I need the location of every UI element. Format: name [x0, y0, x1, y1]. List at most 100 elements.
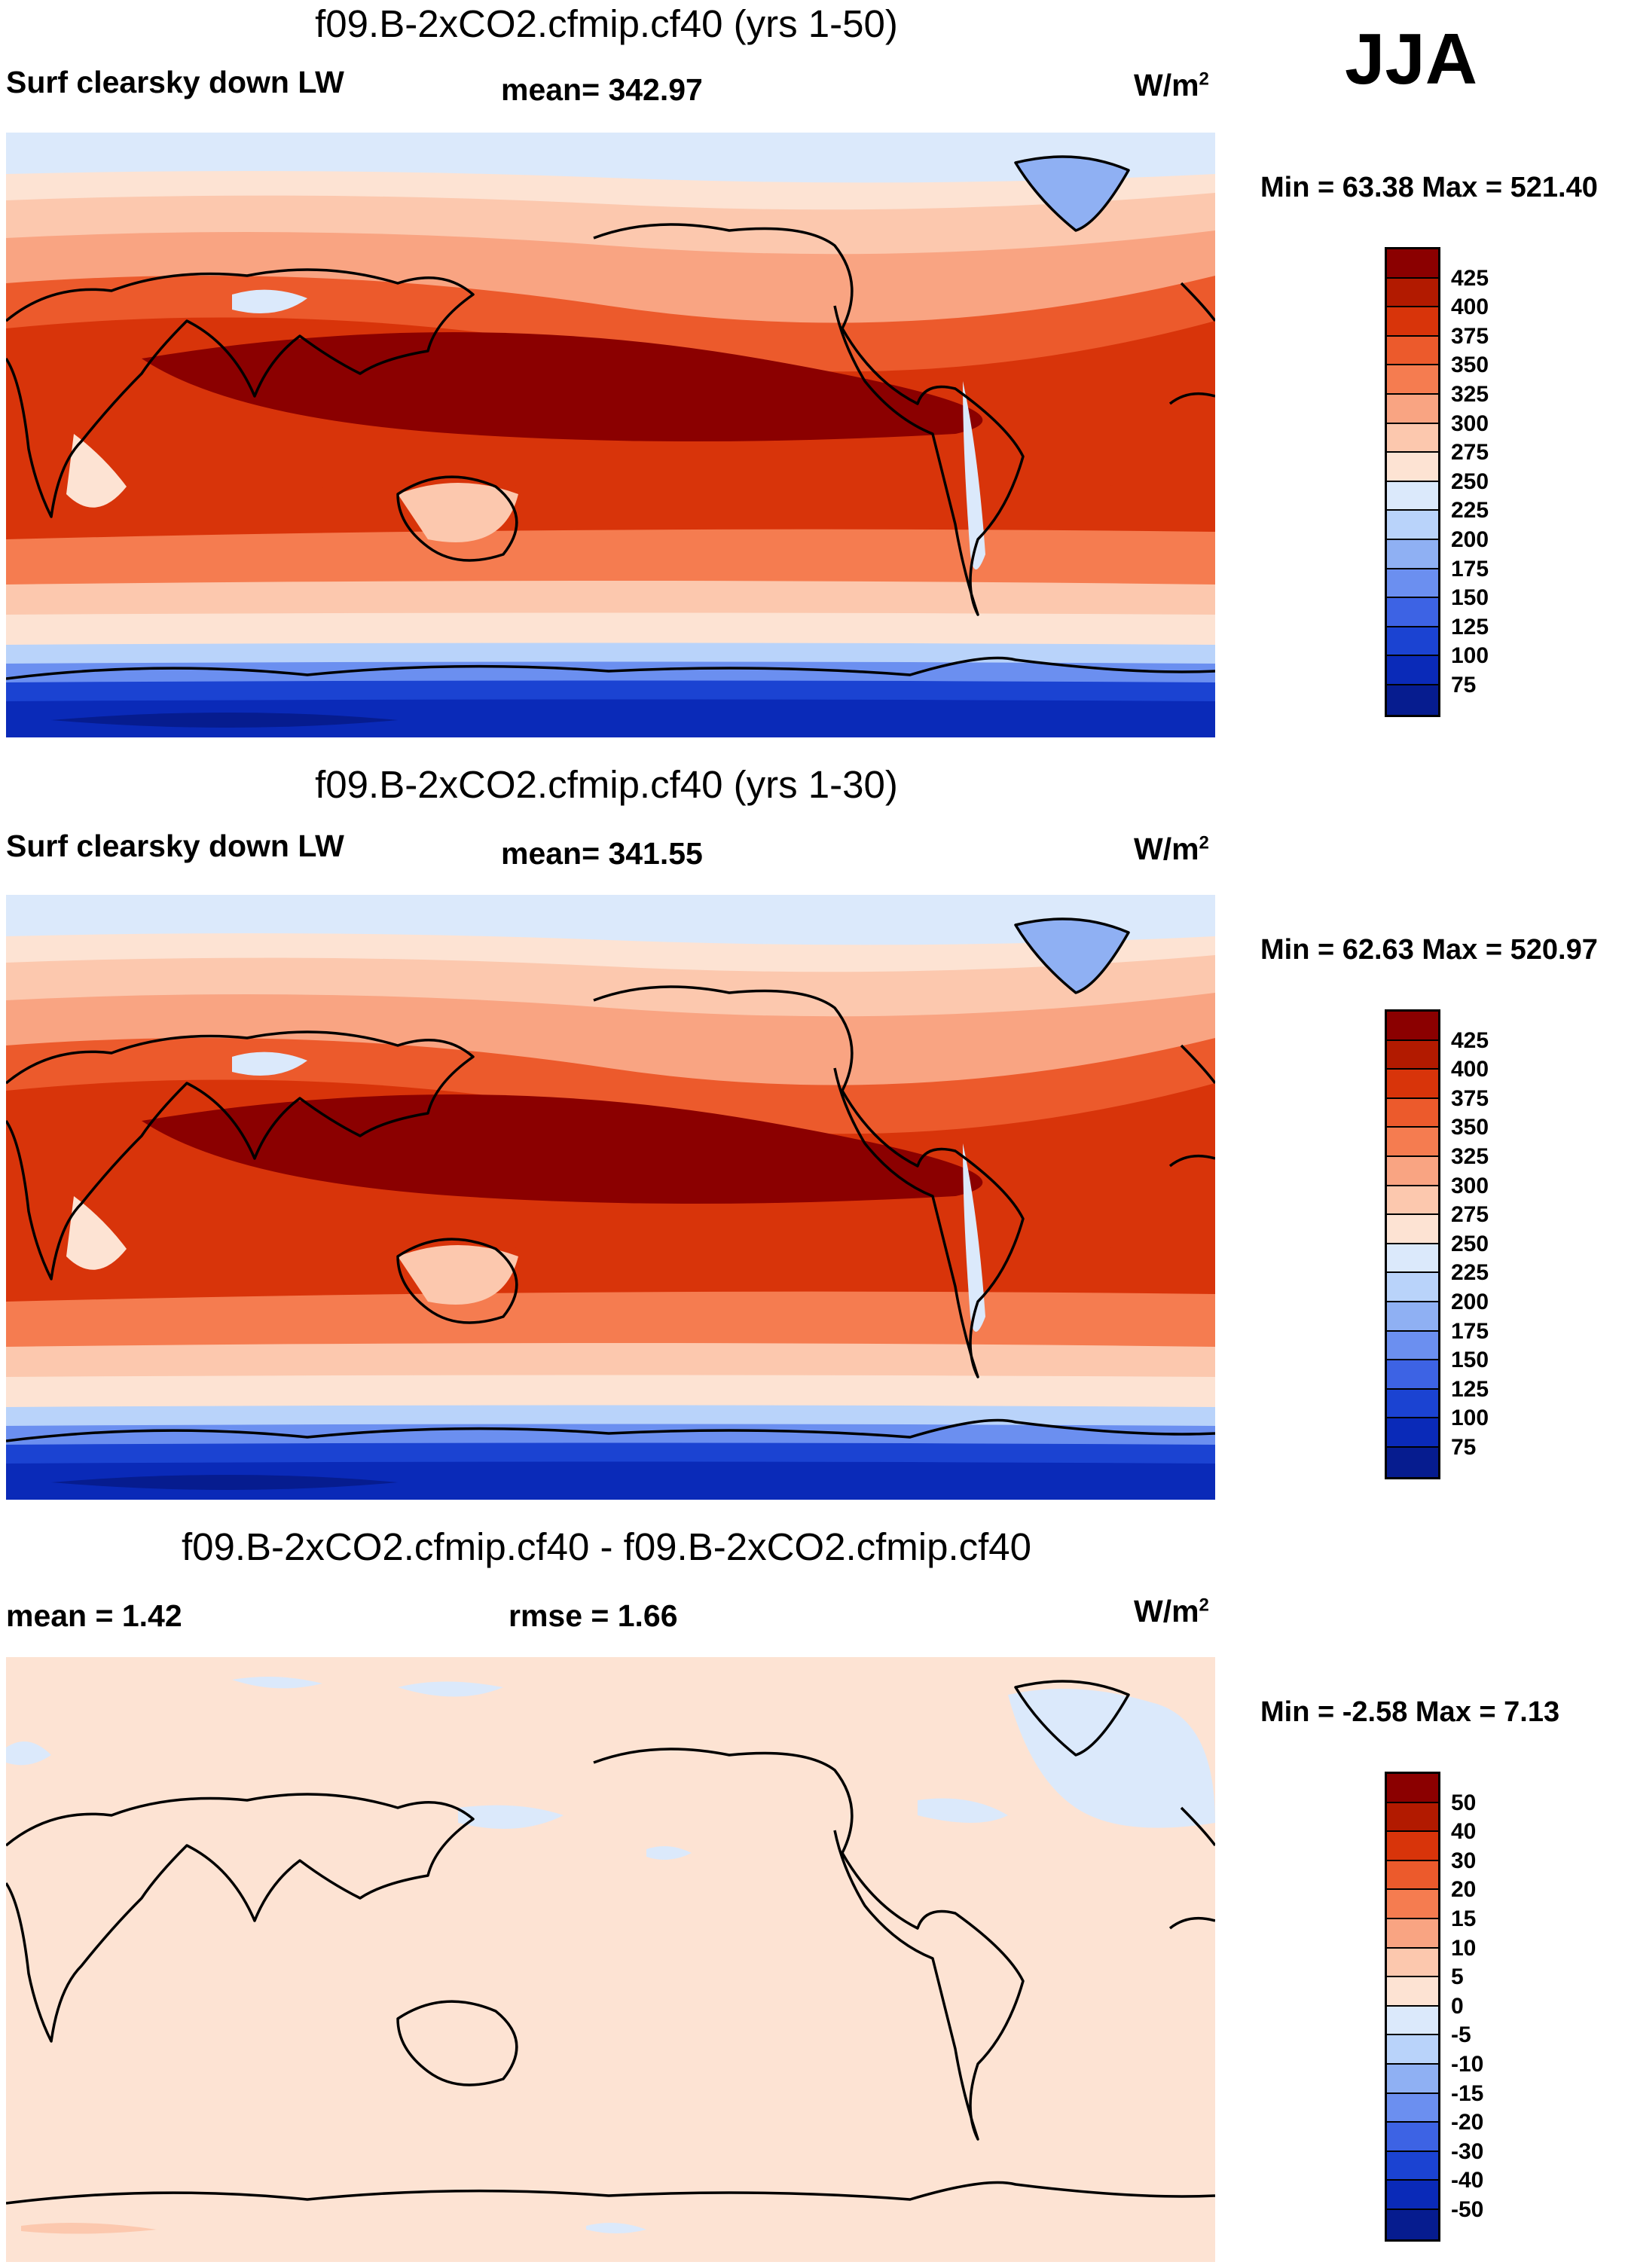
colorbar-tick-label: 425 [1451, 1027, 1489, 1053]
coastlines [6, 155, 1215, 680]
colorbar-tick-label: 20 [1451, 1877, 1477, 1903]
colorbar-tick-label: 150 [1451, 1348, 1489, 1373]
colorbar-box [1387, 1331, 1438, 1361]
map-bands [6, 895, 1215, 1500]
panel-2-map [6, 895, 1215, 1500]
colorbar-tick-label: 250 [1451, 1231, 1489, 1256]
colorbar-tick-label: 375 [1451, 323, 1489, 349]
colorbar-box [1387, 1244, 1438, 1274]
colorbar-tick-label: 5 [1451, 1964, 1464, 1990]
colorbar-tick-label: 125 [1451, 1376, 1489, 1402]
colorbar-box [1387, 2123, 1438, 2152]
panel-3-colorbar [1385, 1772, 1440, 2242]
colorbar-box [1387, 365, 1438, 395]
colorbar-box [1387, 1215, 1438, 1244]
colorbar-box [1387, 2006, 1438, 2036]
colorbar-tick-label: -10 [1451, 2052, 1484, 2077]
colorbar-tick-label: 40 [1451, 1819, 1477, 1845]
colorbar-box [1387, 656, 1438, 685]
colorbar-tick-label: 325 [1451, 382, 1489, 407]
colorbar-box [1387, 423, 1438, 453]
colorbar-tick-label: 350 [1451, 353, 1489, 378]
colorbar-tick-label: 125 [1451, 614, 1489, 639]
colorbar-tick-label: 175 [1451, 1318, 1489, 1344]
colorbar-tick-label: 10 [1451, 1935, 1477, 1961]
panel-1-units: W/m2 [1134, 68, 1209, 102]
colorbar-box [1387, 249, 1438, 279]
colorbar-tick-label: 425 [1451, 265, 1489, 291]
colorbar-box [1387, 1447, 1438, 1477]
panel-2-minmax: Min = 62.63 Max = 520.97 [1260, 934, 1598, 966]
colorbar-box [1387, 685, 1438, 715]
colorbar-tick-label: 175 [1451, 556, 1489, 581]
colorbar-tick-label: -40 [1451, 2168, 1484, 2193]
colorbar-tick-label: 225 [1451, 1260, 1489, 1286]
colorbar-box [1387, 2035, 1438, 2065]
colorbar-tick-label: 75 [1451, 1435, 1477, 1460]
colorbar-tick-label: 275 [1451, 1202, 1489, 1228]
colorbar-tick-label: 350 [1451, 1115, 1489, 1140]
colorbar-box [1387, 2064, 1438, 2094]
colorbar-tick-label: 200 [1451, 1290, 1489, 1314]
colorbar-box [1387, 1186, 1438, 1216]
coastlines [6, 1680, 1215, 2205]
colorbar-tick-label: -5 [1451, 2022, 1471, 2048]
colorbar-tick-label: -30 [1451, 2138, 1484, 2164]
map-bands [6, 1657, 1215, 2262]
colorbar-tick-label: 225 [1451, 498, 1489, 524]
colorbar-box [1387, 1360, 1438, 1390]
colorbar-box [1387, 598, 1438, 627]
colorbar-box [1387, 1040, 1438, 1070]
map-bands [6, 133, 1215, 737]
colorbar-box [1387, 539, 1438, 569]
colorbar-box [1387, 1098, 1438, 1128]
colorbar-tick-label: 400 [1451, 295, 1489, 320]
colorbar-tick-label: 100 [1451, 643, 1489, 669]
colorbar-box [1387, 1802, 1438, 1833]
colorbar-box [1387, 1389, 1438, 1419]
colorbar-box [1387, 1948, 1438, 1978]
panel-3-rmse: rmse = 1.66 [509, 1598, 678, 1633]
colorbar-tick-label: 300 [1451, 411, 1489, 436]
colorbar-box [1387, 278, 1438, 308]
colorbar-tick-label: 275 [1451, 440, 1489, 466]
colorbar-box [1387, 1418, 1438, 1448]
colorbar-box [1387, 627, 1438, 657]
colorbar-box [1387, 1890, 1438, 1919]
colorbar-tick-label: 400 [1451, 1057, 1489, 1082]
colorbar-tick-label: 50 [1451, 1790, 1477, 1815]
colorbar-tick-label: 0 [1451, 1993, 1464, 2019]
panel-1-colorbar [1385, 247, 1440, 717]
colorbar-box [1387, 394, 1438, 424]
panel-1-mean: mean= 342.97 [501, 72, 703, 107]
colorbar-tick-label: 250 [1451, 469, 1489, 494]
colorbar-tick-label: 300 [1451, 1173, 1489, 1198]
panel-2-mean: mean= 341.55 [501, 836, 703, 871]
colorbar-tick-label: 30 [1451, 1848, 1477, 1873]
colorbar-box [1387, 2093, 1438, 2123]
panel-3-mean: mean = 1.42 [6, 1598, 182, 1633]
colorbar-box [1387, 1774, 1438, 1803]
panel-3-title: f09.B-2xCO2.cfmip.cf40 - f09.B-2xCO2.cfm… [181, 1525, 1032, 1568]
colorbar-tick-label: -50 [1451, 2197, 1484, 2222]
colorbar-box [1387, 1302, 1438, 1332]
panel-1-title: f09.B-2xCO2.cfmip.cf40 (yrs 1-50) [315, 2, 898, 45]
colorbar-tick-label: 75 [1451, 673, 1477, 697]
panel-1-minmax: Min = 63.38 Max = 521.40 [1260, 172, 1598, 203]
colorbar-box [1387, 1128, 1438, 1157]
colorbar-tick-label: 375 [1451, 1085, 1489, 1111]
panel-2-units: W/m2 [1134, 832, 1209, 866]
panel-2-variable: Surf clearsky down LW [6, 829, 344, 863]
panel-1-variable: Surf clearsky down LW [6, 65, 344, 99]
panel-2-title: f09.B-2xCO2.cfmip.cf40 (yrs 1-30) [315, 763, 898, 806]
colorbar-box [1387, 1273, 1438, 1302]
colorbar-tick-label: -15 [1451, 2080, 1484, 2106]
panel-1-map [6, 133, 1215, 737]
colorbar-tick-label: 200 [1451, 527, 1489, 552]
colorbar-box [1387, 511, 1438, 540]
panel-3-map [6, 1657, 1215, 2262]
colorbar-box [1387, 336, 1438, 366]
colorbar-box [1387, 2181, 1438, 2210]
colorbar-tick-label: 15 [1451, 1906, 1477, 1931]
colorbar-box [1387, 1918, 1438, 1949]
